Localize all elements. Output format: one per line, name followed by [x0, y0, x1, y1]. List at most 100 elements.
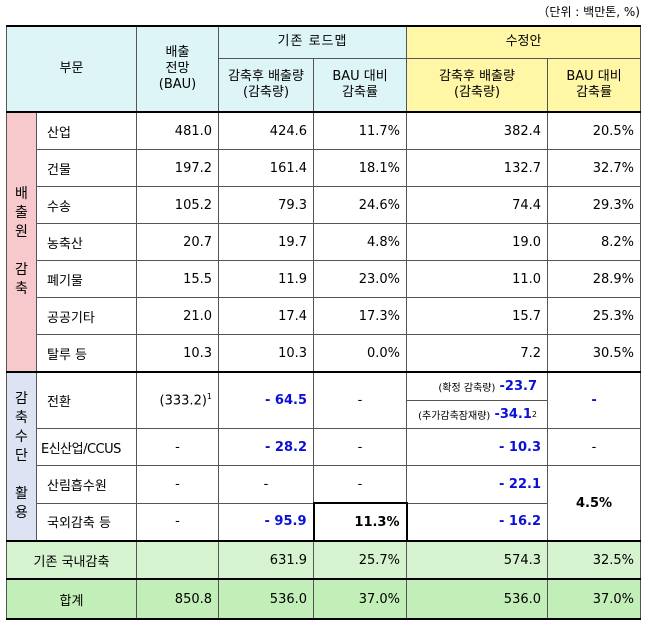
cell-merged-rate: 4.5%	[547, 465, 642, 542]
cell-ex-rate: -	[313, 371, 408, 429]
table-row: 수송 105.2 79.3 24.6% 74.4 29.3%	[7, 186, 642, 224]
row-name: 건물	[35, 149, 138, 187]
cell-rev-emission: 536.0	[406, 578, 549, 620]
row-name: E신산업/CCUS	[35, 428, 138, 466]
header-bau-ratio-text: BAU 대비 감축률	[332, 68, 388, 100]
header-after-emission-rev-text: 감축후 배출량 (감축량)	[439, 68, 515, 100]
cell-rev-emission: 15.7	[406, 297, 549, 335]
cell-bau: 481.0	[136, 111, 220, 150]
row-name: 기존 국내감축	[5, 540, 138, 580]
cell-ex-emission: 17.4	[218, 297, 315, 335]
cell-rev-rate: 20.5%	[547, 111, 642, 150]
row-name: 전환	[35, 371, 138, 429]
row-name: 국외감축 등	[35, 502, 138, 542]
cell-rev-rate: -	[547, 371, 642, 429]
table-row: 감 축 수 단 활 용 전환 (333.2)1 - 64.5 - (확정 감축량…	[6, 371, 642, 542]
cell-ex-rate: 18.1%	[313, 149, 408, 187]
cell-rev-rate: -	[547, 428, 642, 466]
cell-bau: -	[136, 502, 220, 542]
cell-ex-rate: 11.3%	[312, 502, 408, 542]
cell-ex-rate: 25.7%	[313, 540, 408, 580]
cell-bau: 850.8	[136, 578, 220, 620]
group-emission-source-label: 배 출 원 감 축	[15, 186, 28, 297]
cell-bau: 15.5	[136, 260, 220, 298]
cell-ex-emission: 631.9	[218, 540, 315, 580]
cell-ex-rate: 17.3%	[313, 297, 408, 335]
unit-note: （단위 : 백만톤, %)	[537, 5, 640, 19]
cell-rev-emission: 574.3	[406, 540, 549, 580]
cell-rev-rate: 8.2%	[547, 223, 642, 261]
header-after-emission-text: 감축후 배출량 (감축량)	[228, 68, 304, 100]
cell-rev-rate: 25.3%	[547, 297, 642, 335]
footnote-1: 1	[206, 392, 213, 402]
header-bau-ratio: BAU 대비 감축률	[313, 58, 408, 113]
cell-ex-emission: 10.3	[218, 334, 315, 373]
header-row-2: 감축후 배출량 (감축량) BAU 대비 감축률 감축후 배출량 (감축량) B…	[7, 58, 642, 113]
table-row: 배 출 원 감 축 산업 481.0 424.6 11.7% 382.4 20.…	[6, 111, 642, 373]
domestic-row: 기존 국내감축 631.9 25.7% 574.3 32.5%	[5, 540, 642, 580]
cell-rev-emission: - 16.2	[406, 502, 549, 542]
confirmed-reduction: (확정 감축량) -23.7	[407, 373, 547, 400]
cell-rev-emission: 7.2	[406, 334, 549, 373]
cell-ex-rate: -	[313, 465, 408, 504]
header-bau-text: 배출 전망 (BAU)	[158, 44, 197, 93]
cell-ex-emission: - 64.5	[218, 371, 315, 429]
cell-rev-emission: - 10.3	[406, 428, 549, 466]
cell-ex-emission: 536.0	[218, 578, 315, 620]
cell-ex-emission: 161.4	[218, 149, 315, 187]
cell-ex-rate: -	[313, 428, 408, 466]
cell-rev-rate: 30.5%	[547, 334, 642, 373]
cell-ex-emission: - 95.9	[218, 502, 315, 542]
extra-reduction: (추가감축잠재량) -34.1 2	[407, 400, 548, 428]
footnote-2: 2	[531, 410, 538, 419]
header-bau-ratio-rev: BAU 대비 감축률	[547, 58, 642, 113]
cell-ex-emission: 19.7	[218, 223, 315, 261]
header-after-emission-rev: 감축후 배출량 (감축량)	[406, 58, 549, 113]
cell-ex-emission: 79.3	[218, 186, 315, 224]
confirmed-label: (확정 감축량)	[438, 383, 496, 394]
cell-rev-emission: 19.0	[406, 223, 549, 261]
table-row: E신산업/CCUS - - 28.2 - - 10.3 -	[7, 428, 642, 466]
row-name: 산업	[35, 111, 138, 150]
group-reduction-means-label: 감 축 수 단 활 용	[15, 391, 28, 521]
cell-ex-emission: 424.6	[218, 111, 315, 150]
cell-bau: 197.2	[136, 149, 220, 187]
cell-rev-emission: 11.0	[406, 260, 549, 298]
extra-label: (추가감축잠재량)	[418, 411, 491, 422]
cell-rev-emission: 74.4	[406, 186, 549, 224]
row-name: 산림흡수원	[35, 465, 138, 504]
row-name: 폐기물	[35, 260, 138, 298]
cell-rev-rate: 28.9%	[547, 260, 642, 298]
cell-rev-emission: (확정 감축량) -23.7 (추가감축잠재량) -34.1 2	[406, 371, 549, 429]
cell-rev-rate: 29.3%	[547, 186, 642, 224]
cell-ex-emission: -	[218, 465, 315, 504]
cell-ex-rate: 4.8%	[313, 223, 408, 261]
cell-bau: 21.0	[136, 297, 220, 335]
table-row: 산림흡수원 - - - - 22.1 4.5%	[7, 465, 642, 542]
cell-bau	[136, 540, 220, 580]
group-emission-source: 배 출 원 감 축	[6, 111, 37, 373]
cell-bau: 20.7	[136, 223, 220, 261]
header-existing: 기존 로드맵	[218, 25, 408, 59]
cell-rev-emission: 132.7	[406, 149, 549, 187]
table-row: 건물 197.2 161.4 18.1% 132.7 32.7%	[7, 149, 642, 187]
cell-ex-rate: 37.0%	[313, 578, 408, 620]
header-after-emission: 감축후 배출량 (감축량)	[218, 58, 315, 113]
cell-bau: 105.2	[136, 186, 220, 224]
cell-rev-rate: 32.7%	[547, 149, 642, 187]
cell-rev-rate: 37.0%	[547, 578, 642, 620]
header-sector: 부문	[5, 25, 138, 113]
table-row: 농축산 20.7 19.7 4.8% 19.0 8.2%	[7, 223, 642, 261]
table-row: 공공기타 21.0 17.4 17.3% 15.7 25.3%	[7, 297, 642, 335]
cell-ex-emission: - 28.2	[218, 428, 315, 466]
row-name: 합계	[5, 578, 138, 620]
cell-ex-rate: 11.7%	[313, 111, 408, 150]
total-row: 합계 850.8 536.0 37.0% 536.0 37.0%	[5, 578, 642, 620]
cell-bau: -	[136, 428, 220, 466]
row-name: 수송	[35, 186, 138, 224]
cell-rev-emission: 382.4	[406, 111, 549, 150]
roadmap-table: 부문 배출 전망 (BAU) 기존 로드맵 수정안 감축후 배출량 (감축량) …	[5, 25, 642, 620]
group-reduction-means: 감 축 수 단 활 용	[6, 371, 37, 542]
row-name: 농축산	[35, 223, 138, 261]
header-bau-ratio-rev-text: BAU 대비 감축률	[566, 68, 622, 100]
